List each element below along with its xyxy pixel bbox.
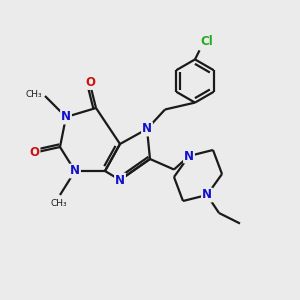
Text: N: N (115, 173, 125, 187)
Text: CH₃: CH₃ (50, 200, 67, 208)
Text: CH₃: CH₃ (26, 90, 42, 99)
Text: O: O (29, 146, 40, 160)
Text: Cl: Cl (201, 35, 213, 48)
Text: N: N (61, 110, 71, 124)
Text: N: N (184, 149, 194, 163)
Text: O: O (85, 76, 95, 89)
Text: N: N (202, 188, 212, 202)
Text: N: N (142, 122, 152, 136)
Text: N: N (70, 164, 80, 178)
